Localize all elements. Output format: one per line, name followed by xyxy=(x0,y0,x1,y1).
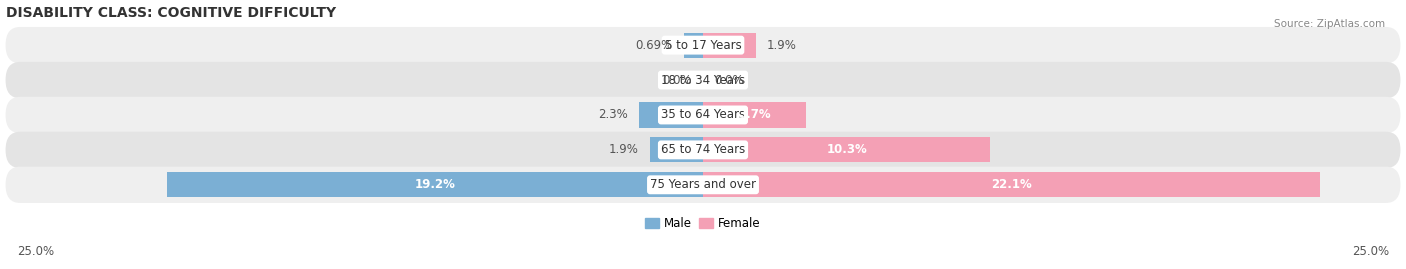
Text: 10.3%: 10.3% xyxy=(827,143,868,156)
Legend: Male, Female: Male, Female xyxy=(641,212,765,235)
FancyBboxPatch shape xyxy=(6,97,1400,133)
Text: Source: ZipAtlas.com: Source: ZipAtlas.com xyxy=(1274,19,1385,29)
Text: 0.0%: 0.0% xyxy=(662,73,692,87)
Text: 2.3%: 2.3% xyxy=(598,108,627,122)
Text: 0.0%: 0.0% xyxy=(714,73,744,87)
FancyBboxPatch shape xyxy=(6,27,1400,63)
Text: 0.69%: 0.69% xyxy=(636,39,672,52)
Text: 65 to 74 Years: 65 to 74 Years xyxy=(661,143,745,156)
Bar xyxy=(650,137,703,162)
Text: DISABILITY CLASS: COGNITIVE DIFFICULTY: DISABILITY CLASS: COGNITIVE DIFFICULTY xyxy=(6,6,336,20)
Text: 35 to 64 Years: 35 to 64 Years xyxy=(661,108,745,122)
Bar xyxy=(703,137,990,162)
Bar xyxy=(683,33,703,58)
Text: 22.1%: 22.1% xyxy=(991,178,1032,191)
Text: 1.9%: 1.9% xyxy=(768,39,797,52)
Bar xyxy=(703,102,806,128)
Text: 25.0%: 25.0% xyxy=(1353,245,1389,258)
FancyBboxPatch shape xyxy=(6,132,1400,168)
Bar xyxy=(638,102,703,128)
FancyBboxPatch shape xyxy=(6,62,1400,98)
Text: 75 Years and over: 75 Years and over xyxy=(650,178,756,191)
Bar xyxy=(167,172,703,197)
Text: 18 to 34 Years: 18 to 34 Years xyxy=(661,73,745,87)
Text: 3.7%: 3.7% xyxy=(738,108,770,122)
Text: 25.0%: 25.0% xyxy=(17,245,53,258)
Text: 5 to 17 Years: 5 to 17 Years xyxy=(665,39,741,52)
Bar xyxy=(703,172,1320,197)
Bar xyxy=(703,33,756,58)
Text: 1.9%: 1.9% xyxy=(609,143,638,156)
FancyBboxPatch shape xyxy=(6,167,1400,203)
Text: 19.2%: 19.2% xyxy=(415,178,456,191)
